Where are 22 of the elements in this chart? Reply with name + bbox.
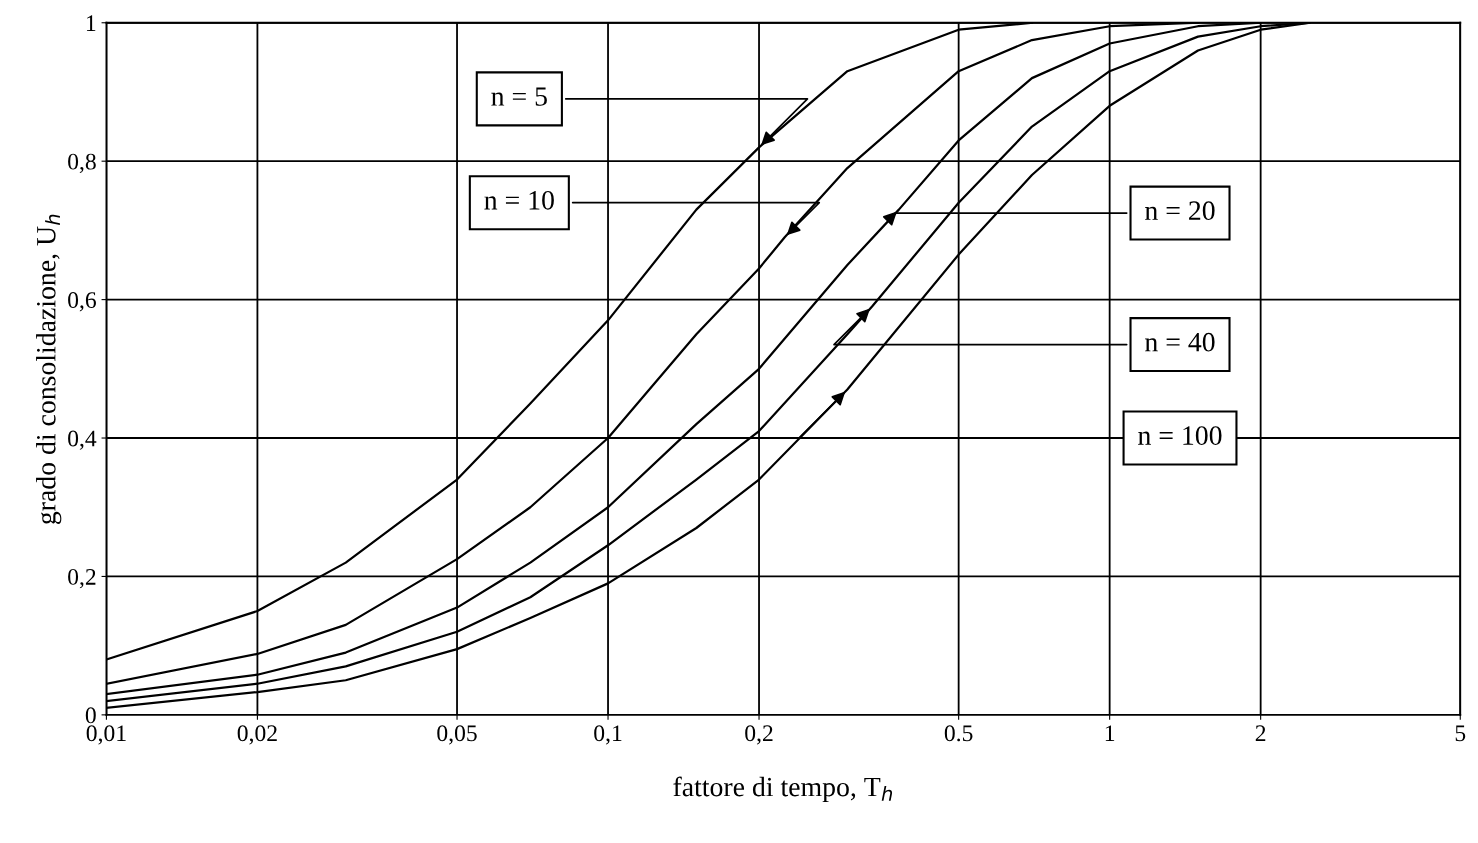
y-tick-label: 1 bbox=[86, 15, 96, 31]
annotation: n = 10 bbox=[484, 190, 554, 210]
annotation: n = 100 bbox=[1138, 426, 1222, 445]
y-tick-label: 0,4 bbox=[68, 430, 97, 450]
x-tick-label: 5 bbox=[1455, 725, 1466, 742]
y-tick-label: 0 bbox=[85, 707, 96, 724]
x-tick-label: 0.5 bbox=[944, 725, 973, 742]
y-tick-label: 0,8 bbox=[68, 153, 96, 173]
x-tick-label: 0,2 bbox=[745, 725, 773, 745]
x-axis-title: fattore di tempo, T$_{h}$ bbox=[673, 776, 893, 803]
y-tick-label: 0,2 bbox=[68, 568, 96, 589]
x-tick-label: 0,02 bbox=[237, 725, 277, 745]
x-tick-label: 2 bbox=[1255, 725, 1266, 741]
annotation: n = 40 bbox=[1145, 332, 1215, 352]
annotation: n = 20 bbox=[1145, 201, 1215, 221]
annotation: n = 5 bbox=[491, 87, 547, 106]
x-tick-label: 0,05 bbox=[437, 725, 477, 745]
x-tick-label: 0,1 bbox=[594, 725, 622, 745]
x-tick-label: 1 bbox=[1105, 725, 1115, 741]
x-tick-label: 0,01 bbox=[86, 725, 126, 745]
y-axis-title: grado di consolidazione, U$_{h}$ bbox=[36, 214, 62, 525]
y-tick-label: 0,6 bbox=[68, 292, 96, 312]
